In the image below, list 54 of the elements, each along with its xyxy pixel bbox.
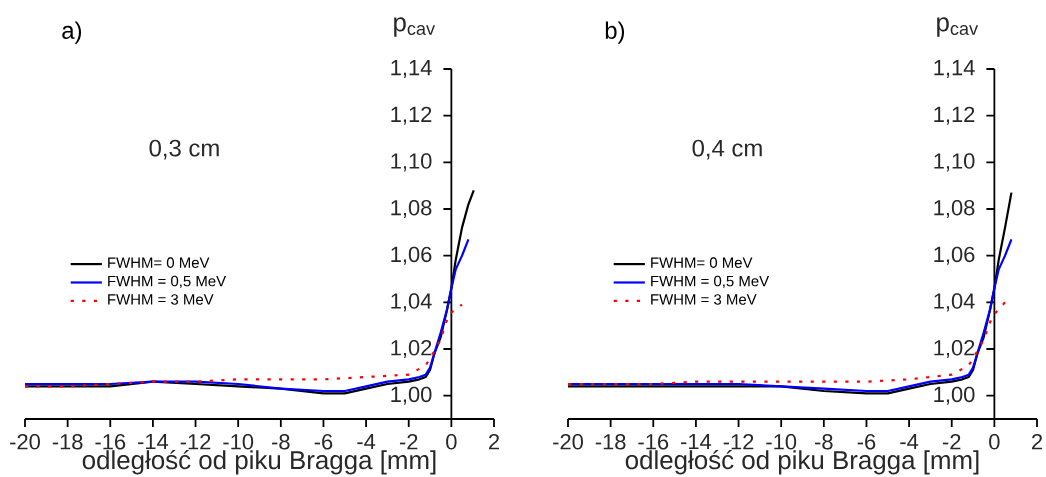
- y-tick-label: 1,10: [934, 153, 975, 172]
- x-tick-label: -14: [681, 434, 712, 450]
- x-tick-label: -6: [314, 434, 333, 450]
- x-tick-label: -8: [272, 434, 290, 450]
- legend-label: FWHM = 3 MeV: [651, 294, 757, 305]
- chart-title: b): [605, 21, 625, 44]
- x-tick-label: 2: [489, 434, 499, 450]
- y-tick-label: 1,12: [934, 106, 975, 125]
- annotation: 0,4 cm: [692, 139, 762, 160]
- y-tick-label: 1,00: [391, 386, 432, 405]
- x-tick-label: -20: [10, 434, 40, 450]
- legend-label: FWHM= 0 MeV: [108, 257, 210, 268]
- y-axis-title: p$_{cav}$: [394, 17, 436, 37]
- chart-title: a): [62, 21, 82, 44]
- x-tick-label: -4: [357, 434, 376, 450]
- x-tick-label: -12: [180, 434, 211, 450]
- legend-label: FWHM= 0 MeV: [651, 257, 753, 268]
- x-tick-label: 0: [446, 434, 457, 450]
- x-tick-label: -18: [52, 434, 83, 450]
- y-tick-label: 1,06: [934, 246, 975, 265]
- x-tick-label: -16: [638, 434, 669, 450]
- y-tick-label: 1,02: [934, 339, 975, 359]
- x-tick-label: 2: [1032, 434, 1043, 450]
- x-tick-label: -8: [815, 434, 833, 450]
- x-tick-label: -12: [723, 434, 754, 450]
- x-tick-label: -10: [766, 434, 797, 450]
- x-tick-label: -6: [857, 434, 876, 450]
- legend-label: FWHM = 3 MeV: [108, 294, 214, 305]
- x-tick-label: 0: [989, 434, 1000, 450]
- legend-label: FWHM = 0,5 MeV: [108, 275, 227, 289]
- y-tick-label: 1,08: [934, 199, 975, 219]
- legend-label: FWHM = 0,5 MeV: [651, 275, 770, 289]
- y-tick-label: 1,10: [391, 153, 432, 172]
- x-tick-label: -10: [223, 434, 254, 450]
- y-tick-label: 1,04: [391, 293, 432, 312]
- y-tick-label: 1,00: [934, 386, 975, 405]
- y-tick-label: 1,02: [391, 339, 432, 359]
- x-tick-label: -2: [942, 434, 961, 450]
- y-tick-label: 1,12: [391, 106, 432, 125]
- y-tick-label: 1,14: [391, 60, 432, 78]
- y-tick-label: 1,04: [934, 293, 975, 312]
- x-tick-label: -20: [553, 434, 583, 450]
- annotation: 0,3 cm: [149, 139, 219, 160]
- y-tick-label: 1,06: [391, 246, 432, 265]
- x-tick-label: -2: [399, 434, 418, 450]
- x-tick-label: -16: [95, 434, 126, 450]
- y-tick-label: 1,14: [934, 60, 975, 78]
- x-tick-label: -4: [900, 434, 919, 450]
- x-axis-title: odległość od piku Bragga [mm]: [82, 449, 436, 475]
- y-tick-label: 1,08: [391, 199, 432, 219]
- x-tick-label: -18: [595, 434, 626, 450]
- x-axis-title: odległość od piku Bragga [mm]: [625, 449, 979, 475]
- x-tick-label: -14: [138, 434, 169, 450]
- y-axis-title: p$_{cav}$: [937, 17, 979, 37]
